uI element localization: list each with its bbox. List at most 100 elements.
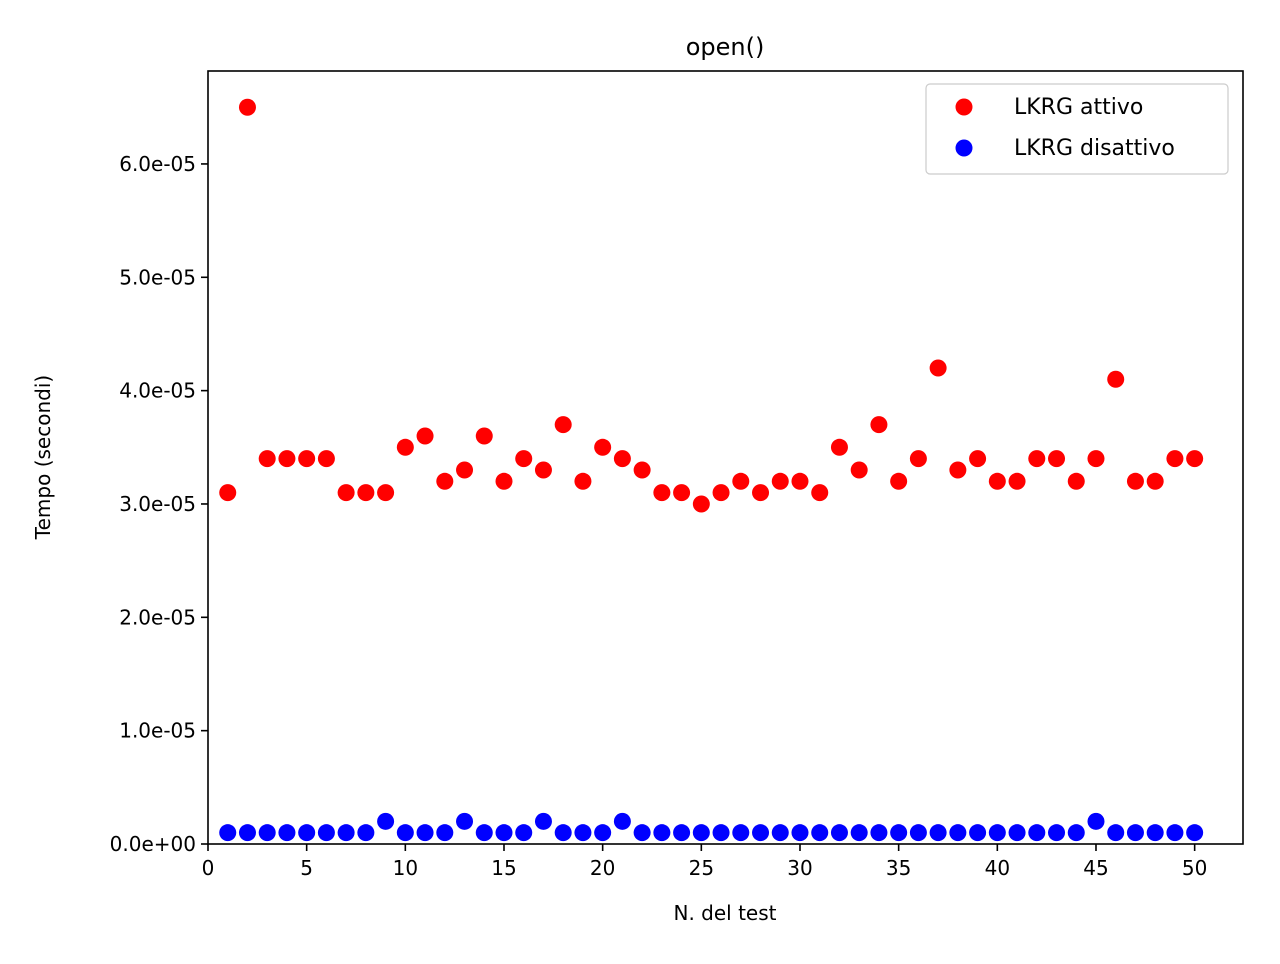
data-point-lkrg-disattivo	[890, 824, 908, 842]
legend-label-lkrg-attivo: LKRG attivo	[1014, 95, 1143, 120]
data-point-lkrg-attivo	[613, 450, 631, 468]
data-point-lkrg-attivo	[752, 484, 770, 502]
data-point-lkrg-disattivo	[673, 824, 691, 842]
y-tick-label: 4.0e-05	[119, 379, 196, 403]
data-point-lkrg-disattivo	[495, 824, 513, 842]
data-point-lkrg-attivo	[732, 472, 750, 490]
data-point-lkrg-attivo	[1166, 450, 1184, 468]
chart-title: open()	[686, 33, 765, 61]
data-point-lkrg-attivo	[594, 438, 612, 456]
y-axis-ticks: 0.0e+00 1.0e-05 2.0e-05 3.0e-05 4.0e-05 5.0e-…	[110, 152, 208, 856]
data-point-lkrg-disattivo	[949, 824, 967, 842]
data-point-lkrg-disattivo	[219, 824, 237, 842]
x-axis-ticks: 0 5 10 15 20 25 30 35 40 45 50	[202, 844, 1207, 880]
data-point-lkrg-disattivo	[574, 824, 592, 842]
y-tick-label: 0.0e+00	[110, 832, 196, 856]
data-point-lkrg-attivo	[909, 450, 927, 468]
legend-box	[925, 83, 1229, 175]
plot-area-frame	[207, 70, 1244, 845]
data-point-lkrg-attivo	[1048, 450, 1066, 468]
data-point-lkrg-disattivo	[613, 812, 631, 830]
data-point-lkrg-attivo	[377, 484, 395, 502]
data-point-lkrg-disattivo	[258, 824, 276, 842]
data-point-lkrg-disattivo	[850, 824, 868, 842]
x-tick-label: 25	[689, 856, 714, 880]
data-point-lkrg-disattivo	[554, 824, 572, 842]
data-points-layer	[219, 98, 1204, 842]
data-point-lkrg-attivo	[830, 438, 848, 456]
data-point-lkrg-disattivo	[791, 824, 809, 842]
data-point-lkrg-disattivo	[317, 824, 335, 842]
data-point-lkrg-attivo	[554, 416, 572, 434]
data-point-lkrg-attivo	[357, 484, 375, 502]
y-tick-label: 2.0e-05	[119, 605, 196, 629]
data-point-lkrg-disattivo	[909, 824, 927, 842]
data-point-lkrg-disattivo	[456, 812, 474, 830]
data-point-lkrg-disattivo	[396, 824, 414, 842]
data-point-lkrg-attivo	[1186, 450, 1204, 468]
data-point-lkrg-disattivo	[475, 824, 493, 842]
data-point-lkrg-attivo	[1087, 450, 1105, 468]
data-point-lkrg-disattivo	[752, 824, 770, 842]
data-point-lkrg-attivo	[791, 472, 809, 490]
data-point-lkrg-disattivo	[416, 824, 434, 842]
data-point-lkrg-attivo	[653, 484, 671, 502]
data-point-lkrg-disattivo	[1048, 824, 1066, 842]
data-point-lkrg-attivo	[969, 450, 987, 468]
data-point-lkrg-attivo	[475, 427, 493, 445]
data-point-lkrg-disattivo	[298, 824, 316, 842]
data-point-lkrg-disattivo	[1107, 824, 1125, 842]
data-point-lkrg-attivo	[337, 484, 355, 502]
data-point-lkrg-attivo	[692, 495, 710, 513]
data-point-lkrg-attivo	[238, 98, 256, 116]
data-point-lkrg-disattivo	[337, 824, 355, 842]
data-point-lkrg-attivo	[811, 484, 829, 502]
data-point-lkrg-attivo	[219, 484, 237, 502]
data-point-lkrg-attivo	[436, 472, 454, 490]
data-point-lkrg-disattivo	[692, 824, 710, 842]
data-point-lkrg-attivo	[949, 461, 967, 479]
data-point-lkrg-disattivo	[515, 824, 533, 842]
data-point-lkrg-disattivo	[1087, 812, 1105, 830]
data-point-lkrg-attivo	[534, 461, 552, 479]
data-point-lkrg-attivo	[1028, 450, 1046, 468]
data-point-lkrg-attivo	[416, 427, 434, 445]
data-point-lkrg-disattivo	[594, 824, 612, 842]
y-tick-label: 5.0e-05	[119, 265, 196, 289]
data-point-lkrg-attivo	[929, 359, 947, 377]
x-tick-label: 0	[202, 856, 215, 880]
chart-legend: LKRG attivo LKRG disattivo	[925, 83, 1229, 175]
data-point-lkrg-attivo	[278, 450, 296, 468]
data-point-lkrg-disattivo	[534, 812, 552, 830]
data-point-lkrg-disattivo	[1028, 824, 1046, 842]
data-point-lkrg-attivo	[258, 450, 276, 468]
data-point-lkrg-disattivo	[238, 824, 256, 842]
data-point-lkrg-attivo	[870, 416, 888, 434]
x-tick-label: 20	[590, 856, 615, 880]
data-point-lkrg-attivo	[850, 461, 868, 479]
data-point-lkrg-disattivo	[712, 824, 730, 842]
data-point-lkrg-disattivo	[811, 824, 829, 842]
data-point-lkrg-attivo	[673, 484, 691, 502]
x-tick-label: 10	[393, 856, 418, 880]
data-point-lkrg-attivo	[456, 461, 474, 479]
data-point-lkrg-disattivo	[929, 824, 947, 842]
data-point-lkrg-disattivo	[377, 812, 395, 830]
x-tick-label: 50	[1182, 856, 1207, 880]
x-tick-label: 35	[886, 856, 911, 880]
x-tick-label: 40	[985, 856, 1010, 880]
data-point-lkrg-disattivo	[653, 824, 671, 842]
x-axis-label: N. del test	[674, 901, 777, 925]
data-point-lkrg-disattivo	[988, 824, 1006, 842]
x-tick-label: 5	[300, 856, 313, 880]
data-point-lkrg-disattivo	[1008, 824, 1026, 842]
data-point-lkrg-attivo	[1107, 370, 1125, 388]
data-point-lkrg-disattivo	[1126, 824, 1144, 842]
y-tick-label: 1.0e-05	[119, 719, 196, 743]
data-point-lkrg-disattivo	[357, 824, 375, 842]
data-point-lkrg-disattivo	[830, 824, 848, 842]
data-point-lkrg-attivo	[1067, 472, 1085, 490]
data-point-lkrg-disattivo	[1166, 824, 1184, 842]
